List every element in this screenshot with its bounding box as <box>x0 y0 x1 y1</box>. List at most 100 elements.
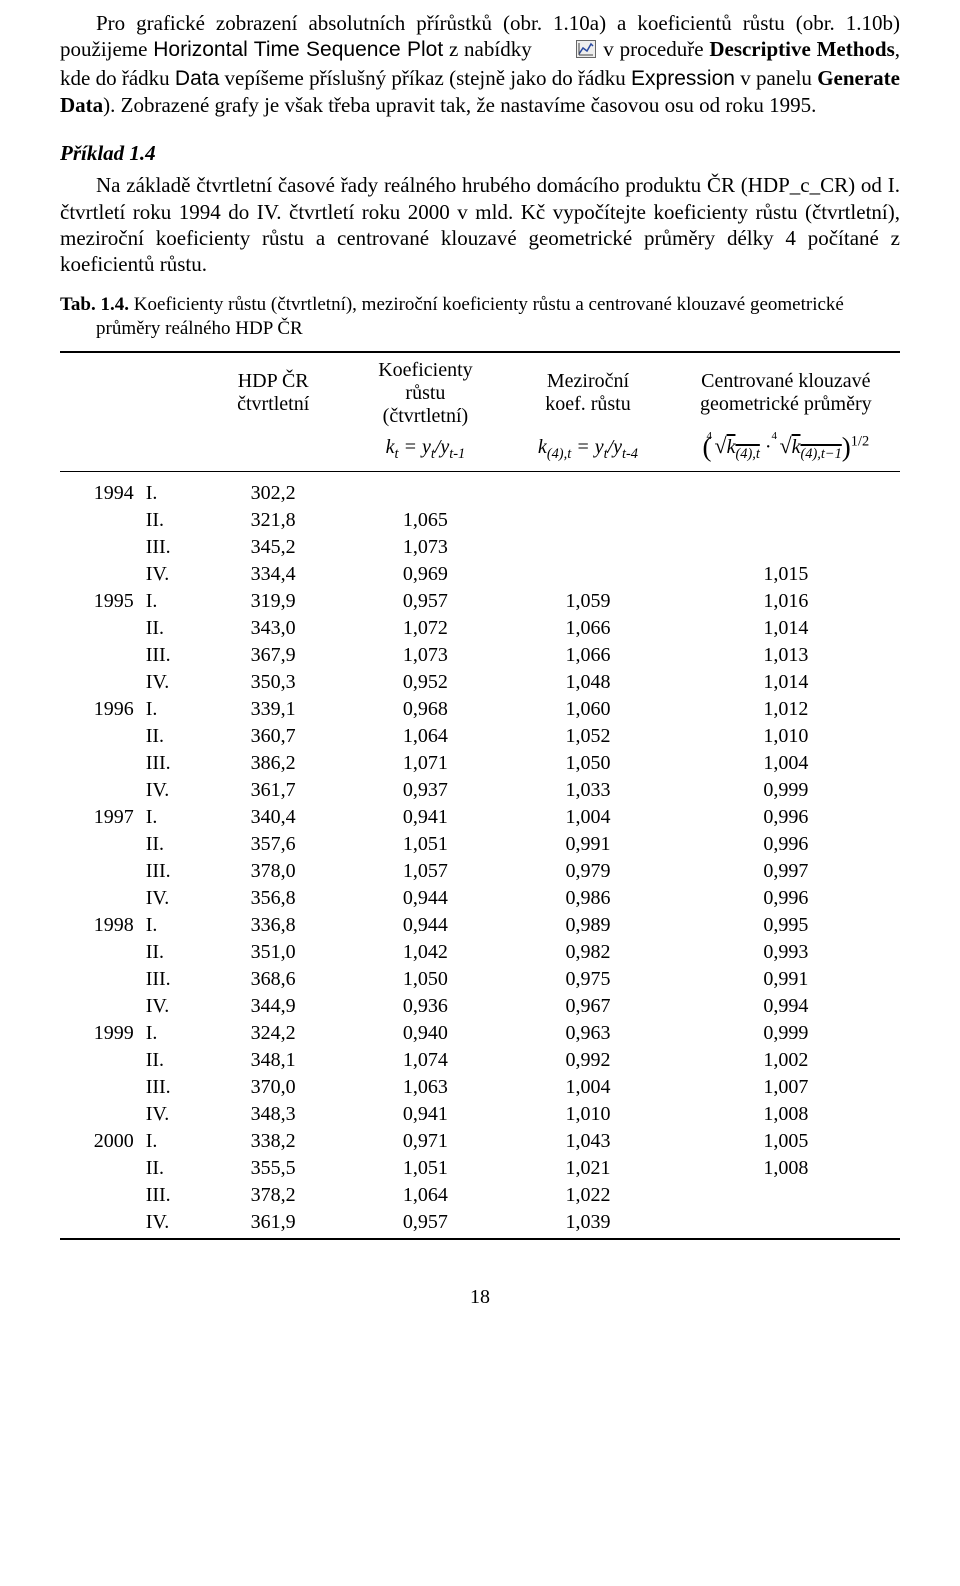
cell: IV. <box>140 1101 200 1128</box>
cell: 1,050 <box>347 966 505 993</box>
cell: II. <box>140 939 200 966</box>
cell: 1,004 <box>672 750 900 777</box>
cell: I. <box>140 804 200 831</box>
table-row: III.370,01,0631,0041,007 <box>60 1074 900 1101</box>
cell: 1,059 <box>504 588 671 615</box>
cell: 0,952 <box>347 669 505 696</box>
cell <box>672 534 900 561</box>
cell: II. <box>140 615 200 642</box>
cell: 0,993 <box>672 939 900 966</box>
cell <box>60 831 140 858</box>
ui-term: Expression <box>631 67 735 90</box>
cell: 368,6 <box>200 966 347 993</box>
cell: 324,2 <box>200 1020 347 1047</box>
cell: III. <box>140 642 200 669</box>
table-row: II.355,51,0511,0211,008 <box>60 1155 900 1182</box>
text: geometrické průměry <box>700 393 872 415</box>
cell: 344,9 <box>200 993 347 1020</box>
text: z nabídky <box>443 37 537 61</box>
cell <box>60 561 140 588</box>
cell: 0,937 <box>347 777 505 804</box>
cell: 1,066 <box>504 642 671 669</box>
table-row: III.378,01,0570,9790,997 <box>60 858 900 885</box>
chart-icon <box>540 38 596 64</box>
coefficients-table: HDP ČR čtvrtletní Koeficienty růstu (čtv… <box>60 351 900 1240</box>
table-row: 2000I.338,20,9711,0431,005 <box>60 1128 900 1155</box>
text: v panelu <box>735 66 817 90</box>
cell: 2000 <box>60 1128 140 1155</box>
cell <box>60 858 140 885</box>
cell: 0,968 <box>347 696 505 723</box>
cell <box>60 1209 140 1239</box>
formula-k4t: k(4),t = yt/yt-4 <box>504 430 671 472</box>
cell: 0,994 <box>672 993 900 1020</box>
text: (4),t−1 <box>800 446 841 462</box>
text: t-4 <box>622 446 638 462</box>
cell: 361,7 <box>200 777 347 804</box>
cell: I. <box>140 696 200 723</box>
cell: 0,982 <box>504 939 671 966</box>
cell: 0,936 <box>347 993 505 1020</box>
cell: 1,010 <box>672 723 900 750</box>
cell: 0,941 <box>347 1101 505 1128</box>
cell <box>672 1209 900 1239</box>
cell: IV. <box>140 885 200 912</box>
text: v proceduře <box>598 37 710 61</box>
cell: 1,021 <box>504 1155 671 1182</box>
cell: 1,060 <box>504 696 671 723</box>
text: čtvrtletní <box>237 393 309 415</box>
cell: 1,051 <box>347 831 505 858</box>
table-row: 1995I.319,90,9571,0591,016 <box>60 588 900 615</box>
cell: III. <box>140 534 200 561</box>
text: Meziroční <box>547 370 629 392</box>
table-body: 1994I.302,2II.321,81,065III.345,21,073IV… <box>60 480 900 1239</box>
text: 1/2 <box>851 433 869 449</box>
caption-text: Koeficienty růstu (čtvrtletní), meziročn… <box>96 294 844 339</box>
cell: 351,0 <box>200 939 347 966</box>
table-row: II.348,11,0740,9921,002 <box>60 1047 900 1074</box>
cell: 1996 <box>60 696 140 723</box>
table-row: IV.344,90,9360,9670,994 <box>60 993 900 1020</box>
cell: 0,941 <box>347 804 505 831</box>
table-row: II.321,81,065 <box>60 507 900 534</box>
cell: 1,052 <box>504 723 671 750</box>
cell: 370,0 <box>200 1074 347 1101</box>
cell: 1995 <box>60 588 140 615</box>
cell: II. <box>140 723 200 750</box>
table-row: III.367,91,0731,0661,013 <box>60 642 900 669</box>
cell: 0,944 <box>347 885 505 912</box>
cell: 360,7 <box>200 723 347 750</box>
cell: 350,3 <box>200 669 347 696</box>
cell: II. <box>140 1047 200 1074</box>
cell: 378,2 <box>200 1182 347 1209</box>
formula-geo-mean: (4√k(4),t · 4√k(4),t−1)1/2 <box>672 430 900 472</box>
cell: 1,013 <box>672 642 900 669</box>
text: (4),t <box>547 446 571 462</box>
cell: 1,007 <box>672 1074 900 1101</box>
table-row: III.345,21,073 <box>60 534 900 561</box>
table-row: 1998I.336,80,9440,9890,995 <box>60 912 900 939</box>
cell: 1,064 <box>347 723 505 750</box>
cell: 0,995 <box>672 912 900 939</box>
cell: II. <box>140 831 200 858</box>
cell: 1,008 <box>672 1155 900 1182</box>
cell: III. <box>140 1182 200 1209</box>
cell: 0,975 <box>504 966 671 993</box>
cell: 1,050 <box>504 750 671 777</box>
text: koef. růstu <box>545 393 631 415</box>
table-row: IV.356,80,9440,9860,996 <box>60 885 900 912</box>
cell <box>347 480 505 507</box>
text: ). Zobrazené grafy je však třeba upravit… <box>103 93 816 117</box>
cell: 1,063 <box>347 1074 505 1101</box>
cell: 1,012 <box>672 696 900 723</box>
cell: I. <box>140 588 200 615</box>
table-caption: Tab. 1.4. Koeficienty růstu (čtvrtletní)… <box>60 293 900 341</box>
cell: 0,963 <box>504 1020 671 1047</box>
cell <box>504 507 671 534</box>
cell: I. <box>140 480 200 507</box>
cell <box>60 723 140 750</box>
cell: 1,004 <box>504 804 671 831</box>
cell: 0,996 <box>672 831 900 858</box>
cell <box>60 1074 140 1101</box>
cell <box>672 480 900 507</box>
